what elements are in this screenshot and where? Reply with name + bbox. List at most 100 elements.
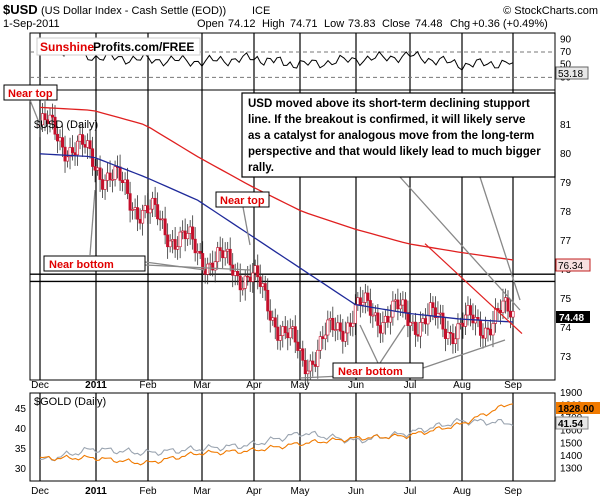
candle-body (51, 114, 55, 118)
chart-symbol: $USD (3, 2, 38, 17)
ratio-last-value: 41.54 (558, 419, 583, 430)
candle-body (383, 315, 387, 323)
candle-body (213, 261, 217, 271)
candle-body (173, 239, 177, 250)
candle-body (53, 116, 57, 135)
near-bottom-pointer-2 (359, 324, 379, 364)
main-tick-label: 75 (560, 294, 572, 305)
candle-body (86, 140, 90, 148)
candle-body (486, 327, 490, 330)
candle-body (368, 300, 372, 316)
candle-body (466, 305, 470, 316)
candle-body (256, 265, 260, 278)
main-tick-label: 77 (560, 236, 572, 247)
candle-body (123, 179, 127, 184)
candle-body (408, 322, 412, 326)
near-bottom-pointer-1 (89, 189, 96, 256)
candle-body (371, 314, 375, 317)
candle-body (163, 218, 167, 236)
candle-body (461, 322, 465, 327)
candle-body (101, 179, 105, 190)
annotation-line-2: line. If the breakout is confirmed, it w… (248, 114, 525, 126)
candle-body (353, 304, 357, 324)
candle-body (193, 238, 197, 254)
candle-body (186, 233, 190, 240)
candle-body (98, 167, 102, 180)
candle-body (338, 322, 342, 332)
candle-body (146, 205, 150, 214)
gold-x-tick-label: Jun (348, 486, 364, 497)
candle-body (58, 137, 62, 142)
candle-body (456, 323, 460, 340)
candle-body (118, 166, 122, 181)
candle-body (506, 297, 510, 312)
chart-exchange: ICE (252, 5, 270, 17)
annotation-box (241, 92, 556, 178)
candle-body (278, 335, 282, 341)
candle-body (253, 265, 257, 274)
candle-body (483, 327, 487, 339)
candle-body (151, 197, 155, 210)
main-x-tick-label: Dec (31, 380, 49, 391)
candle-body (328, 317, 332, 321)
candle-body (348, 322, 352, 327)
gold-left-tick-label: 40 (15, 424, 27, 435)
candle-body (48, 114, 52, 125)
candle-body (196, 251, 200, 254)
candle-body (126, 179, 130, 194)
candle-body (293, 326, 297, 343)
candle-body (376, 312, 380, 326)
main-x-tick-label: Jun (348, 380, 364, 391)
candle-body (406, 312, 410, 326)
main-x-tick-label: Feb (139, 380, 157, 391)
open-label: Open (197, 18, 224, 30)
near-bottom-pointer-2 (379, 324, 406, 364)
candle-body (96, 167, 100, 171)
candle-body (181, 230, 185, 233)
annotation-line-3: as a catalyst for analogous move from th… (248, 130, 534, 142)
candle-body (156, 204, 160, 220)
candle-body (318, 336, 322, 351)
candle-body (356, 297, 360, 305)
candle-body (281, 326, 285, 336)
candle-body (403, 299, 407, 313)
candle-body (76, 140, 80, 156)
rsi-tick-label: 90 (560, 34, 572, 45)
candle-body (136, 207, 140, 220)
candle-body (431, 302, 435, 309)
near-bottom-label-1: Near bottom (49, 259, 114, 271)
candle-body (63, 146, 67, 162)
main-tick-label: 73 (560, 352, 572, 363)
candle-body (478, 319, 482, 336)
candle-body (266, 289, 270, 312)
candle-body (258, 276, 262, 287)
candle-body (443, 328, 447, 339)
annotation-pointer-line-2 (479, 176, 521, 301)
candle-body (221, 250, 225, 259)
candle-body (398, 304, 402, 310)
low-value: 73.83 (348, 18, 376, 30)
ohlc-readout: Open 74.12 High 74.71 Low 73.83 Close 74… (197, 18, 548, 30)
candle-body (496, 308, 500, 311)
candle-body (236, 271, 240, 277)
candle-body (81, 134, 85, 145)
candle-body (291, 326, 295, 329)
gold-last-value: 1828.00 (558, 404, 595, 415)
main-tick-label: 78 (560, 207, 572, 218)
candle-body (381, 322, 385, 334)
candle-body (411, 321, 415, 324)
candle-body (503, 297, 507, 302)
rsi-last-value: 53.18 (558, 69, 583, 80)
candle-body (248, 276, 252, 282)
main-tick-label: 81 (560, 120, 572, 131)
main-x-tick-label: Aug (453, 380, 471, 391)
candle-body (263, 283, 267, 291)
candle-body (268, 310, 272, 321)
candle-body (71, 147, 75, 153)
candle-body (218, 247, 222, 251)
candle-body (201, 253, 205, 270)
candle-body (243, 275, 247, 289)
main-panel-label: $USD (Daily) (34, 119, 98, 131)
rsi-last-tag (555, 66, 589, 80)
gold-right-tick-label: 1500 (560, 438, 583, 449)
